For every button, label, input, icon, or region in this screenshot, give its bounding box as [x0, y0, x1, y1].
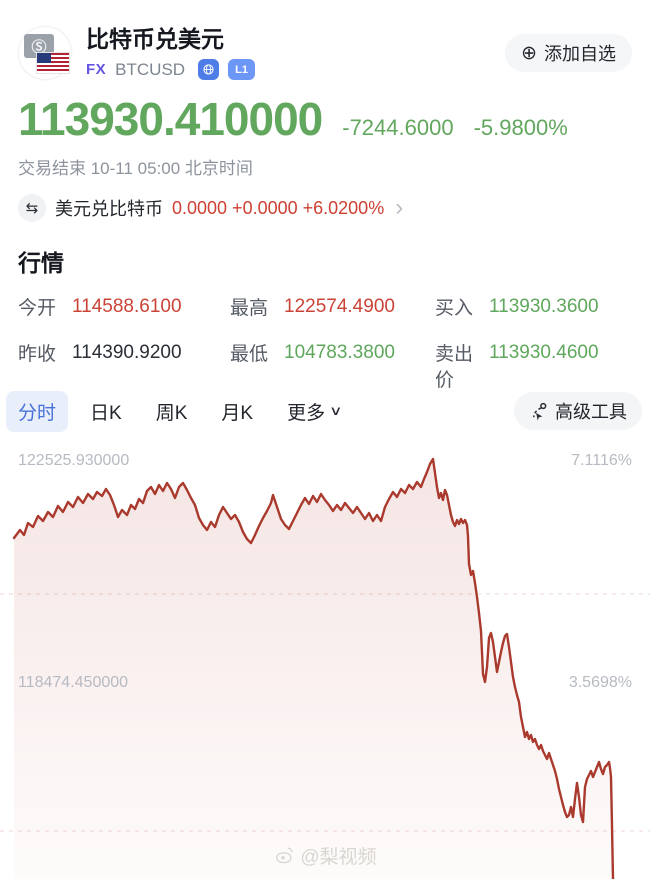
add-icon: ⊕	[521, 42, 537, 64]
advanced-tools-label: 高级工具	[555, 402, 627, 423]
chevron-right-icon: ›	[395, 194, 404, 222]
price-change-percent: -5.9800%	[473, 115, 568, 141]
stat-label: 最低	[230, 344, 269, 366]
tab-weekly-k[interactable]: 周K	[156, 391, 188, 432]
last-price: 113930.410000	[18, 93, 323, 146]
axis-label-upper-price: 122525.930000	[18, 452, 130, 470]
stat-value: 122574.4900	[284, 296, 395, 318]
advanced-tools-icon	[529, 402, 548, 421]
stat-value: 104783.3800	[284, 342, 395, 364]
tab-daily-k[interactable]: 日K	[90, 391, 122, 432]
us-flag-icon	[36, 52, 70, 75]
stat-ask-price: 卖出价 113930.4600	[435, 342, 632, 391]
tab-minute[interactable]: 分时	[6, 390, 69, 432]
watermark-handle: @梨视频	[300, 847, 377, 869]
stat-label: 今开	[18, 298, 57, 320]
stat-low: 最低 104783.3800	[230, 342, 435, 372]
stat-high: 最高 122574.4900	[230, 296, 435, 326]
tab-monthly-k[interactable]: 月K	[221, 391, 253, 432]
stat-label: 买入	[435, 298, 474, 320]
weibo-icon	[273, 845, 294, 866]
stat-bid: 买入 113930.3600	[435, 296, 632, 326]
tab-label: 月K	[221, 402, 254, 424]
l1-badge: L1	[228, 59, 256, 81]
axis-label-upper-percent: 7.1116%	[571, 452, 632, 470]
header: Ⓢ 比特币兑美元 FX BTCUSD L1 ⊕ 添加自选	[0, 26, 650, 81]
stat-value: 114390.9200	[72, 342, 182, 364]
price-change: -7244.6000	[342, 115, 454, 141]
tab-label: 更多	[287, 402, 326, 424]
price-line	[12, 458, 615, 879]
chevron-down-icon: ∨	[329, 403, 343, 419]
inverse-pair-row[interactable]: ⇆ 美元兑比特币 0.0000 +0.0000 +6.0200% ›	[0, 194, 650, 223]
tab-label: 日K	[90, 402, 122, 424]
tab-label: 分时	[18, 402, 57, 424]
inverse-pair-values: 0.0000 +0.0000 +6.0200%	[172, 197, 385, 218]
price-area-fill	[14, 459, 613, 879]
ticker-symbol: BTCUSD	[115, 59, 186, 79]
stat-value: 113930.4600	[489, 342, 599, 364]
advanced-tools-button[interactable]: 高级工具	[514, 392, 642, 431]
market-type-badge: FX	[86, 61, 107, 79]
quote-row: 113930.410000 -7244.6000 -5.9800%	[0, 92, 650, 146]
tab-more[interactable]: 更多 ∨	[287, 391, 343, 432]
watermark: @梨视频	[273, 842, 377, 869]
swap-glyph: ⇆	[25, 200, 39, 218]
price-chart-area[interactable]: 122525.930000 7.1116% 118474.450000 3.56…	[0, 446, 650, 879]
axis-label-mid-percent: 3.5698%	[568, 674, 632, 692]
stat-value: 113930.3600	[489, 296, 599, 318]
market-status: 交易结束 10-11 05:00 北京时间	[18, 159, 253, 179]
add-watchlist-button[interactable]: ⊕ 添加自选	[505, 34, 632, 73]
inverse-pair-label: 美元兑比特币	[55, 199, 163, 220]
section-title: 行情	[18, 250, 64, 277]
globe-icon	[198, 59, 220, 81]
stat-label: 昨收	[18, 344, 57, 366]
stat-today-open: 今开 114588.6100	[18, 296, 230, 326]
instrument-icon: Ⓢ	[18, 26, 72, 81]
coin-symbol: Ⓢ	[31, 38, 47, 56]
add-watchlist-label: 添加自选	[544, 44, 616, 65]
stat-label: 卖出价	[435, 344, 474, 392]
chart-tabs: 分时 日K 周K 月K 更多 ∨ 高级工具	[0, 390, 650, 432]
stat-value: 114588.6100	[72, 296, 182, 318]
axis-label-mid-price: 118474.450000	[18, 674, 129, 692]
tab-label: 周K	[155, 402, 188, 424]
swap-icon: ⇆	[18, 194, 46, 223]
stats-grid: 今开 114588.6100 最高 122574.4900 买入 113930.…	[0, 296, 650, 391]
price-chart-svg[interactable]	[0, 446, 650, 879]
symbol-row: FX BTCUSD L1	[86, 59, 505, 81]
stat-prev-close: 昨收 114390.9200	[18, 342, 230, 372]
header-text: 比特币兑美元 FX BTCUSD L1	[86, 26, 505, 81]
page-title: 比特币兑美元	[86, 26, 224, 52]
stat-label: 最高	[230, 298, 269, 320]
